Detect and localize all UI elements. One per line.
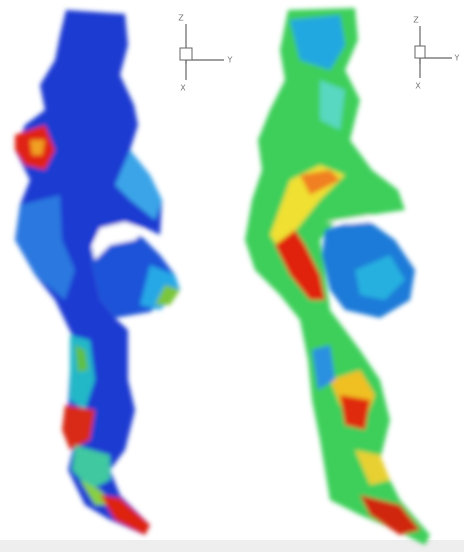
z-label: Z <box>178 14 184 23</box>
axis-triad: Z Y X <box>178 14 232 93</box>
x-label: X <box>180 84 186 93</box>
y-label: Y <box>227 56 233 65</box>
right-contour-plot: Z Y X <box>245 8 460 545</box>
axis-box <box>180 48 192 60</box>
x-label: X <box>415 82 421 91</box>
axis-triad: Z Y X <box>413 16 459 91</box>
left-contour-plot: Z Y X <box>15 10 233 535</box>
figure: Z Y X Z Y X <box>0 0 464 552</box>
bottom-strip <box>0 540 464 552</box>
z-label: Z <box>413 16 419 25</box>
axis-box <box>415 46 425 58</box>
y-label: Y <box>454 54 460 63</box>
